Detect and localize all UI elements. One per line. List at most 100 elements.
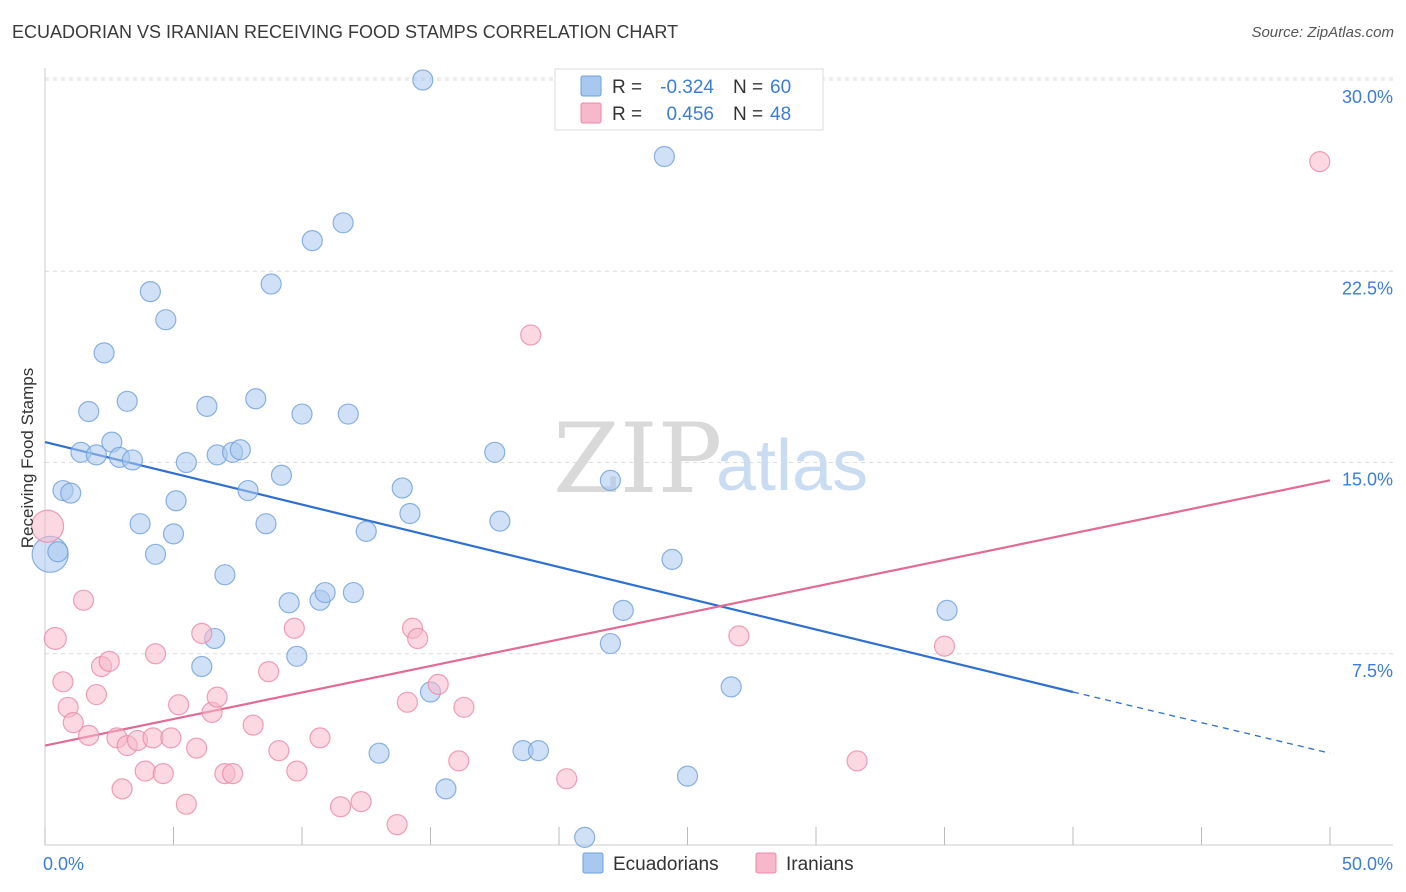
iranian-point: [52, 671, 74, 693]
x-tick-label: 0.0%: [43, 854, 84, 874]
legend-n-value-ecuadorians: 60: [770, 77, 791, 98]
x-tick-label: 50.0%: [1342, 854, 1393, 874]
correlation-legend: R = -0.324 N = 60 R = 0.456 N = 48: [554, 68, 824, 131]
data-points: [30, 69, 1331, 848]
ecuadorian-point: [237, 479, 259, 502]
ecuadorian-point: [653, 145, 675, 168]
ecuadorian-point: [286, 645, 308, 667]
chart-title: ECUADORIAN VS IRANIAN RECEIVING FOOD STA…: [12, 22, 679, 42]
iranian-point: [98, 650, 120, 673]
ecuadorian-point: [278, 592, 300, 614]
iranian-point: [933, 635, 956, 657]
ecuadorian-point: [936, 599, 958, 622]
iranian-point: [283, 617, 305, 639]
iranian-point: [168, 694, 190, 716]
watermark-atlas: atlas: [716, 426, 868, 506]
ecuadorian-point: [191, 655, 213, 678]
ecuadorian-point: [47, 541, 69, 563]
iranian-point: [30, 509, 65, 543]
ecuadorian-point: [720, 676, 742, 698]
ecuadorian-point: [260, 273, 282, 295]
iranian-point: [160, 727, 182, 749]
watermark-zip: ZIP: [553, 403, 722, 515]
ecuadorian-point: [527, 740, 550, 762]
iranian-point: [85, 683, 108, 706]
series-legend-label-iranians: Iranians: [786, 854, 854, 875]
iranian-point: [427, 673, 449, 695]
ecuadorian-point: [337, 403, 359, 425]
ecuadorian-point: [574, 826, 596, 848]
iranian-point: [846, 750, 868, 772]
legend-r-label-iranians: R =: [612, 104, 642, 125]
iranian-point: [396, 691, 418, 713]
legend-r-value-iranians: 0.456: [666, 104, 714, 125]
ecuadorian-point: [245, 388, 267, 410]
ecuadorian-point: [399, 502, 421, 525]
iranian-point: [111, 778, 133, 800]
y-tick-label: 22.5%: [1342, 278, 1393, 298]
ecuadorian-point: [314, 581, 336, 604]
iranian-point: [407, 627, 429, 650]
iranian-trend-line: [44, 479, 1331, 747]
iranian-point: [78, 724, 100, 746]
series-legend: Ecuadorians Iranians: [582, 852, 854, 875]
iranian-point: [144, 643, 167, 665]
trend-lines: [44, 441, 1331, 754]
legend-r-label-ecuadorians: R =: [612, 77, 642, 98]
legend-r-value-ecuadorians: -0.324: [660, 77, 714, 98]
ecuadorian-point: [484, 441, 506, 463]
ecuadorian-point: [85, 444, 108, 466]
ecuadorian-point: [435, 778, 457, 800]
ecuadorian-point: [175, 451, 197, 474]
axes: [44, 68, 1393, 846]
iranian-point: [134, 760, 156, 782]
ecuadorian-point: [291, 403, 313, 425]
iranian-point: [206, 686, 228, 708]
iranian-point: [268, 740, 290, 762]
iranian-point: [43, 626, 67, 651]
ecuadorian-point: [676, 765, 699, 787]
iranian-point: [329, 796, 352, 818]
ecuadorian-point: [355, 520, 377, 542]
ecuadorian-point: [144, 543, 167, 565]
ecuadorian-point: [139, 281, 161, 303]
legend-n-value-iranians: 48: [770, 104, 791, 125]
iranian-point: [62, 711, 84, 734]
ecuadorian-point: [60, 482, 82, 504]
ecuadorian-point: [121, 449, 143, 471]
ecuadorian-point: [196, 395, 218, 417]
iranian-point: [152, 762, 174, 785]
ecuadorian-point: [116, 390, 138, 412]
ecuadorian-point: [162, 523, 185, 545]
ecuadorian-point: [412, 69, 434, 91]
y-axis-label: Receiving Food Stamps: [18, 368, 37, 548]
tick-labels: 7.5% 15.0% 22.5% 30.0% 0.0% 50.0%: [43, 87, 1393, 874]
ecuadorian-trend-line: [44, 441, 1074, 694]
y-tick-label: 7.5%: [1352, 661, 1393, 681]
iranian-point: [309, 727, 331, 749]
ecuadorian-point: [599, 632, 622, 655]
iranian-point: [448, 750, 470, 772]
iranian-point: [186, 737, 208, 759]
y-tick-label: 15.0%: [1342, 470, 1393, 490]
ecuadorian-point: [165, 490, 187, 512]
iranian-point: [520, 324, 542, 346]
iranian-point: [286, 760, 308, 782]
watermark: ZIP atlas: [553, 403, 868, 515]
iranian-point: [556, 768, 578, 790]
legend-n-label-ecuadorians: N =: [733, 77, 763, 98]
ecuadorian-point: [599, 469, 622, 491]
iranian-point: [175, 793, 197, 815]
gridlines: [45, 77, 1393, 655]
ecuadorian-trend-line-extension: [1072, 691, 1331, 754]
chart-source: Source: ZipAtlas.com: [1251, 24, 1394, 41]
iranian-point: [1309, 151, 1331, 173]
ecuadorian-point: [612, 599, 634, 622]
ecuadorian-point: [214, 564, 236, 586]
legend-n-label-iranians: N =: [733, 104, 763, 125]
series-legend-swatch-iranians: [755, 852, 777, 874]
iranian-point: [257, 660, 280, 683]
iranian-point: [350, 791, 372, 813]
legend-swatch-ecuadorians: [580, 75, 602, 97]
ecuadorian-point: [155, 309, 177, 331]
